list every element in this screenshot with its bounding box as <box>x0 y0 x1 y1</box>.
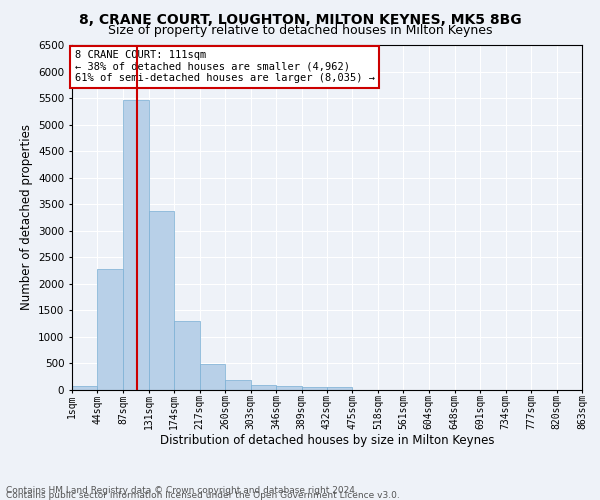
Bar <box>225 380 251 390</box>
Bar <box>72 386 97 390</box>
Bar <box>302 388 327 390</box>
Text: 8, CRANE COURT, LOUGHTON, MILTON KEYNES, MK5 8BG: 8, CRANE COURT, LOUGHTON, MILTON KEYNES,… <box>79 12 521 26</box>
Bar <box>97 269 123 390</box>
Bar <box>251 384 276 390</box>
Bar <box>123 100 149 390</box>
Text: Size of property relative to detached houses in Milton Keynes: Size of property relative to detached ho… <box>108 24 492 37</box>
X-axis label: Distribution of detached houses by size in Milton Keynes: Distribution of detached houses by size … <box>160 434 494 446</box>
Bar <box>327 388 352 390</box>
Y-axis label: Number of detached properties: Number of detached properties <box>20 124 32 310</box>
Text: Contains public sector information licensed under the Open Government Licence v3: Contains public sector information licen… <box>6 490 400 500</box>
Bar <box>149 210 175 390</box>
Bar <box>276 386 302 390</box>
Text: 8 CRANE COURT: 111sqm
← 38% of detached houses are smaller (4,962)
61% of semi-d: 8 CRANE COURT: 111sqm ← 38% of detached … <box>74 50 374 84</box>
Bar <box>200 364 225 390</box>
Text: Contains HM Land Registry data © Crown copyright and database right 2024.: Contains HM Land Registry data © Crown c… <box>6 486 358 495</box>
Bar <box>175 321 200 390</box>
